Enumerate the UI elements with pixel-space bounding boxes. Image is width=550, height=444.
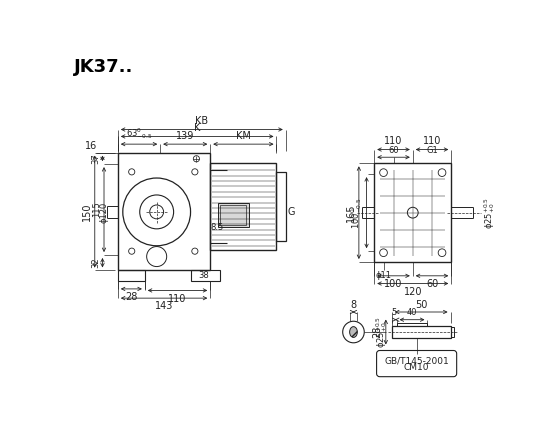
Bar	[375, 163, 451, 262]
Text: CM10: CM10	[404, 363, 430, 372]
Bar	[450, 327, 454, 337]
Text: ϕ11: ϕ11	[376, 271, 392, 280]
Text: 115: 115	[92, 202, 101, 218]
Text: 50: 50	[415, 300, 427, 310]
Text: 100: 100	[384, 279, 403, 289]
Text: ϕ25$^{+0.5}_{+0}$: ϕ25$^{+0.5}_{+0}$	[374, 316, 389, 348]
Bar	[220, 205, 246, 225]
Text: 120: 120	[404, 286, 422, 297]
Text: 28: 28	[373, 326, 383, 338]
Text: 110: 110	[168, 293, 187, 304]
Text: 28: 28	[125, 292, 138, 302]
Text: 8.5: 8.5	[210, 223, 223, 232]
Text: 165: 165	[346, 203, 356, 222]
Text: 32: 32	[91, 258, 100, 268]
Text: 60: 60	[388, 146, 399, 155]
Bar	[191, 270, 220, 281]
Ellipse shape	[350, 327, 358, 337]
Text: 37: 37	[91, 153, 100, 164]
Text: GB/T145-2001: GB/T145-2001	[384, 356, 449, 365]
Bar	[218, 202, 249, 227]
Text: ϕ120: ϕ120	[100, 201, 108, 222]
Text: 5: 5	[392, 309, 397, 317]
Bar	[118, 153, 210, 270]
Text: KM: KM	[236, 131, 251, 141]
Text: 16: 16	[85, 142, 97, 151]
Text: 139: 139	[176, 131, 195, 141]
Text: 63$^0_{-0.5}$: 63$^0_{-0.5}$	[126, 126, 152, 141]
Text: 150: 150	[82, 202, 92, 221]
Bar	[397, 323, 427, 326]
Text: 8: 8	[350, 300, 356, 310]
Text: G1: G1	[426, 146, 438, 155]
Text: JK37..: JK37..	[74, 58, 133, 76]
Text: 143: 143	[155, 301, 173, 311]
Text: 100$^0_{-0.5}$: 100$^0_{-0.5}$	[349, 197, 364, 229]
Text: K: K	[194, 123, 200, 133]
Bar	[277, 172, 286, 241]
Text: KB: KB	[195, 116, 208, 127]
Text: 38: 38	[199, 270, 210, 280]
Text: 110: 110	[423, 136, 441, 147]
Bar	[118, 270, 145, 281]
Bar	[392, 326, 450, 338]
Text: G: G	[287, 207, 295, 217]
Text: 60: 60	[426, 279, 438, 289]
Text: 40: 40	[407, 309, 417, 317]
Bar	[210, 163, 277, 250]
Text: 110: 110	[384, 136, 403, 147]
Text: ϕ25$^{+0.5}_{+0}$: ϕ25$^{+0.5}_{+0}$	[482, 197, 497, 229]
